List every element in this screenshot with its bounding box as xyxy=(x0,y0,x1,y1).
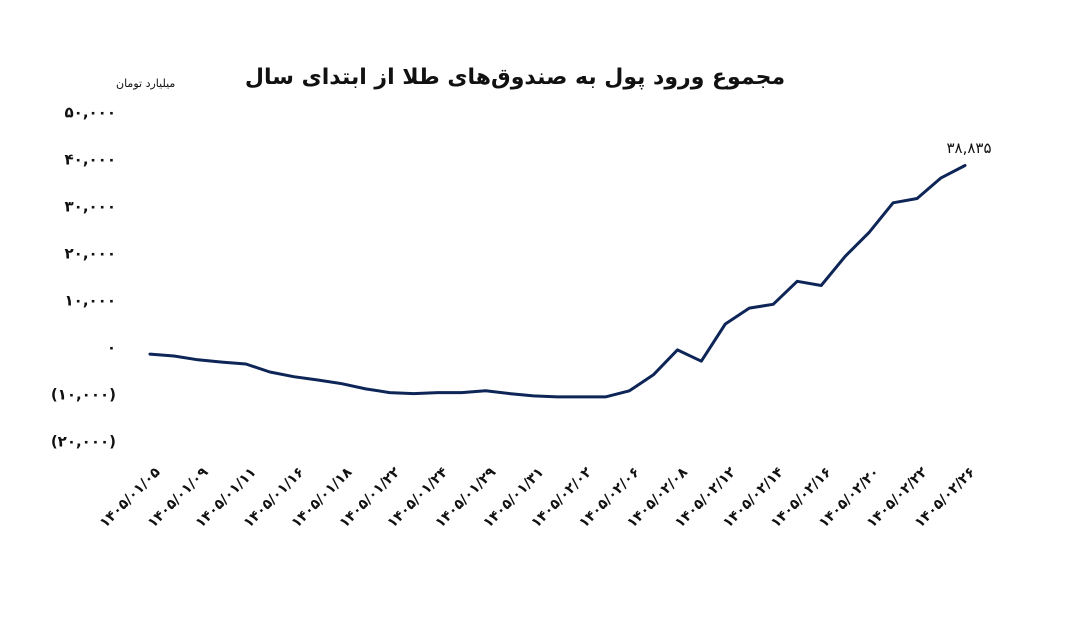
value-label: ۳۸,۸۳۵ xyxy=(946,139,991,157)
chart-title: مجموع ورود پول به صندوق‌های طلا از ابتدا… xyxy=(245,65,785,90)
data-line xyxy=(148,164,967,399)
y-tick-label: ۴۰,۰۰۰ xyxy=(65,151,116,169)
y-axis-label: میلیارد تومان xyxy=(116,77,175,90)
y-tick-label: (۲۰,۰۰۰) xyxy=(51,433,116,451)
y-tick-label: ۲۰,۰۰۰ xyxy=(65,245,116,263)
y-tick-label: ۰ xyxy=(107,339,116,357)
y-tick-label: ۳۰,۰۰۰ xyxy=(65,198,116,216)
y-tick-label: (۱۰,۰۰۰) xyxy=(51,386,116,404)
y-tick-label: ۵۰,۰۰۰ xyxy=(65,104,116,122)
y-tick-label: ۱۰,۰۰۰ xyxy=(65,292,116,310)
